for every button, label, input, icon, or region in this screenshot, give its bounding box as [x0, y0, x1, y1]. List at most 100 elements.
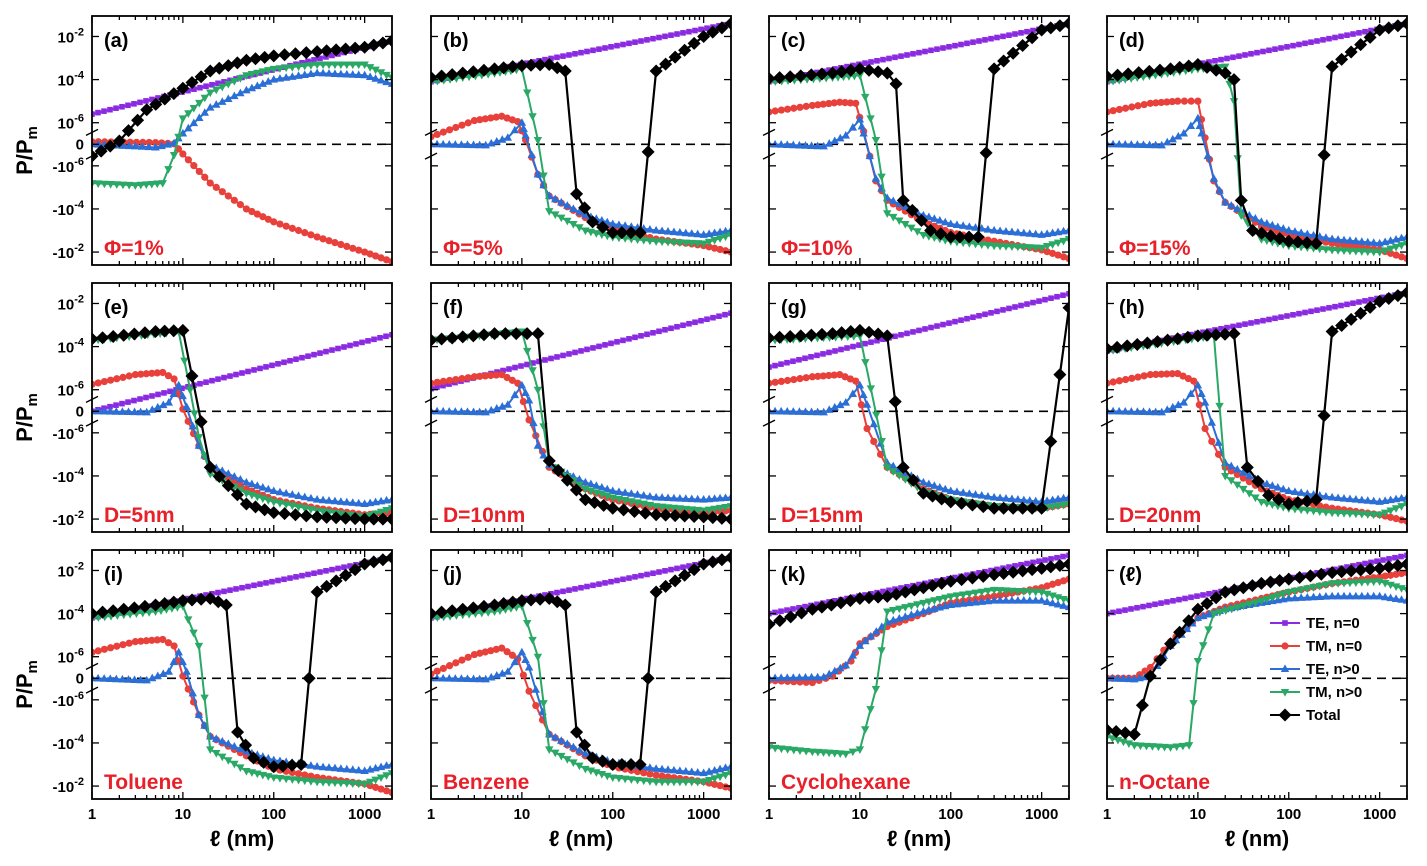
- panel-label: (e): [104, 297, 128, 319]
- marker-TM_n0: [1043, 248, 1051, 256]
- marker-TE_ngt0: [300, 70, 309, 78]
- marker-TM_ngt0: [675, 239, 685, 247]
- marker-TE_ngt0: [1233, 464, 1242, 473]
- marker-TE_n0: [143, 394, 149, 401]
- marker-TE_ngt0: [517, 647, 527, 656]
- panel-tag: Φ=10%: [781, 237, 853, 260]
- series-group: [769, 290, 1069, 515]
- marker-TM_n0: [212, 183, 220, 191]
- marker-TE_n0: [710, 314, 716, 321]
- marker-TE_ngt0: [1339, 591, 1349, 600]
- marker-Total: [1035, 23, 1049, 37]
- marker-TE_n0: [1296, 41, 1302, 48]
- marker-TE_ngt0: [1397, 595, 1406, 603]
- marker-TE_ngt0: [769, 139, 774, 148]
- marker-TE_n0: [940, 321, 946, 328]
- marker-TM_ngt0: [206, 89, 215, 98]
- marker-Total: [1251, 474, 1265, 488]
- marker-TM_n0: [159, 368, 167, 377]
- marker-Total: [1236, 581, 1250, 595]
- marker-TM_ngt0: [819, 749, 828, 757]
- marker-Total: [278, 507, 292, 521]
- marker-TM_ngt0: [528, 367, 537, 375]
- marker-Total: [302, 671, 316, 685]
- marker-TM_ngt0: [608, 774, 617, 783]
- marker-Total: [965, 498, 979, 512]
- marker-Total: [706, 25, 720, 39]
- marker-TM_ngt0: [1309, 584, 1318, 592]
- marker-TM_n0: [1121, 104, 1130, 112]
- marker-TE_n0: [778, 608, 784, 615]
- marker-TM_ngt0: [551, 749, 560, 758]
- marker-TE_ngt0: [106, 674, 115, 682]
- marker-TM_n0: [1146, 371, 1154, 379]
- marker-TM_n0: [1115, 377, 1123, 385]
- marker-TM_ngt0: [371, 510, 380, 519]
- marker-TE_n0: [239, 584, 245, 591]
- marker-TE_ngt0: [451, 140, 460, 148]
- marker-TM_ngt0: [657, 778, 667, 787]
- marker-Total: [267, 49, 281, 63]
- marker-Total: [955, 573, 969, 587]
- panel-1: (b)Φ=5%: [424, 15, 732, 266]
- marker-Total: [596, 220, 610, 234]
- marker-TM_ngt0: [1345, 247, 1355, 256]
- marker-TM_n0: [658, 772, 666, 780]
- marker-TM_n0: [487, 371, 495, 380]
- marker-TM_n0: [487, 114, 495, 122]
- marker-TM_n0: [276, 220, 284, 228]
- marker-TE_n0: [868, 59, 874, 65]
- marker-TM_n0: [307, 231, 315, 239]
- axis-break: [762, 662, 776, 671]
- marker-TE_ngt0: [841, 131, 851, 139]
- marker-TE_n0: [560, 588, 566, 595]
- marker-TE_ngt0: [258, 482, 268, 491]
- marker-TM_n0: [783, 376, 792, 385]
- marker-TM_ngt0: [300, 62, 309, 71]
- marker-TE_ngt0: [859, 128, 868, 137]
- marker-Total: [506, 60, 520, 74]
- marker-TE_n0: [1134, 604, 1140, 611]
- axis-break: [1100, 152, 1114, 160]
- marker-TM_ngt0: [575, 762, 584, 771]
- marker-TE_ngt0: [1214, 438, 1223, 446]
- marker-TM_ngt0: [330, 61, 340, 70]
- marker-TE_n0: [608, 44, 614, 50]
- marker-TE_ngt0: [281, 73, 291, 81]
- marker-TM_n0: [1168, 97, 1176, 106]
- marker-TE_ngt0: [92, 139, 97, 148]
- marker-TE_ngt0: [1048, 598, 1057, 607]
- marker-TE_ngt0: [1157, 407, 1166, 416]
- marker-TM_n0: [148, 369, 156, 377]
- marker-TM_ngt0: [144, 609, 154, 617]
- marker-TM_ngt0: [721, 233, 730, 242]
- marker-TE_n0: [191, 86, 197, 92]
- marker-Total: [431, 70, 438, 84]
- marker-TE_ngt0: [693, 767, 702, 776]
- marker-TM_ngt0: [269, 498, 278, 507]
- marker-TE_ngt0: [1369, 238, 1378, 246]
- marker-TE_ngt0: [861, 636, 870, 645]
- marker-TE_ngt0: [770, 673, 780, 682]
- marker-TM_ngt0: [1166, 744, 1175, 752]
- marker-TE_ngt0: [524, 395, 534, 404]
- marker-TE_ngt0: [230, 91, 239, 100]
- marker-Total: [834, 596, 848, 610]
- marker-TE_n0: [389, 331, 392, 338]
- marker-TM_n0: [301, 771, 309, 779]
- marker-Total: [1335, 565, 1349, 579]
- marker-TM_ngt0: [726, 770, 731, 778]
- marker-Total: [1391, 19, 1405, 33]
- marker-TE_n0: [1182, 595, 1188, 602]
- marker-TE_n0: [536, 358, 542, 365]
- marker-TM_n0: [153, 369, 161, 377]
- marker-TE_n0: [1236, 322, 1242, 329]
- marker-TE_ngt0: [946, 219, 955, 228]
- marker-Total: [578, 201, 592, 215]
- marker-TE_n0: [632, 574, 638, 580]
- marker-TE_ngt0: [1108, 139, 1118, 148]
- marker-TM_ngt0: [681, 778, 691, 787]
- marker-TM_ngt0: [1327, 509, 1337, 518]
- y-tick-label: -10-2: [53, 776, 84, 796]
- marker-TM_ngt0: [156, 607, 166, 615]
